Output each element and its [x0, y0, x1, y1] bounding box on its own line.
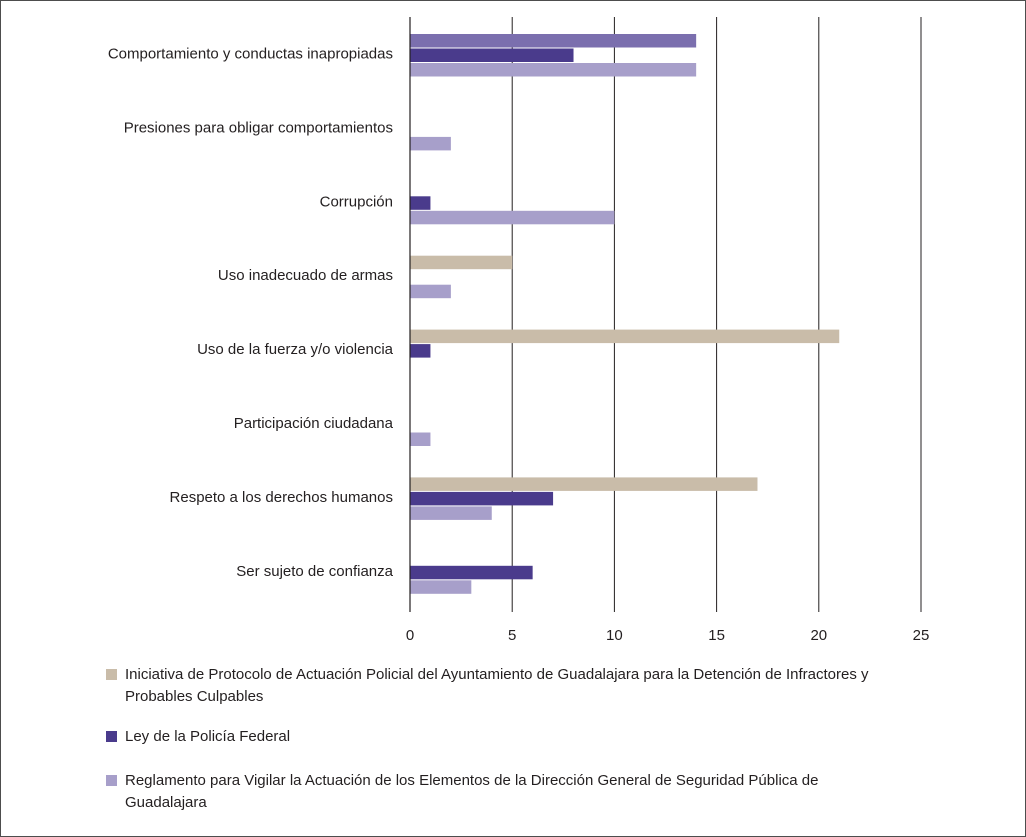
category-label: Uso de la fuerza y/o violencia: [197, 341, 394, 358]
x-tick-label: 5: [508, 627, 516, 644]
category-label: Ser sujeto de confianza: [236, 563, 393, 580]
bar-3-series-3: [410, 210, 615, 225]
bar-6-series-3: [410, 432, 431, 446]
bar-7-series-2: [410, 491, 554, 506]
category-label: Participación ciudadana: [234, 415, 394, 432]
x-tick-label: 25: [913, 627, 930, 644]
bar-3-series-2: [410, 196, 431, 210]
x-tick-label: 15: [708, 627, 725, 644]
bar-4-series-3: [410, 284, 451, 299]
x-tick-label: 10: [606, 627, 623, 644]
category-label: Respeto a los derechos humanos: [170, 489, 393, 506]
category-label: Presiones para obligar comportamientos: [124, 119, 393, 136]
bar-1-series-1: [410, 34, 697, 48]
category-label: Comportamiento y conductas inapropiadas: [108, 46, 393, 63]
bar-4-series-1: [410, 255, 513, 270]
x-tick-label: 20: [810, 627, 827, 644]
bar-8-series-2: [410, 565, 533, 580]
bar-5-series-2: [410, 344, 431, 358]
bar-1-series-3: [410, 63, 697, 77]
category-label: Uso inadecuado de armas: [218, 267, 393, 284]
bar-7-series-1: [410, 477, 758, 491]
bar-5-series-1: [410, 329, 840, 344]
bar-1-series-2: [410, 48, 574, 62]
bar-8-series-3: [410, 580, 472, 594]
x-tick-label: 0: [406, 627, 414, 644]
bar-2-series-3: [410, 136, 451, 151]
category-label: Corrupción: [320, 193, 393, 210]
bar-7-series-3: [410, 506, 492, 520]
